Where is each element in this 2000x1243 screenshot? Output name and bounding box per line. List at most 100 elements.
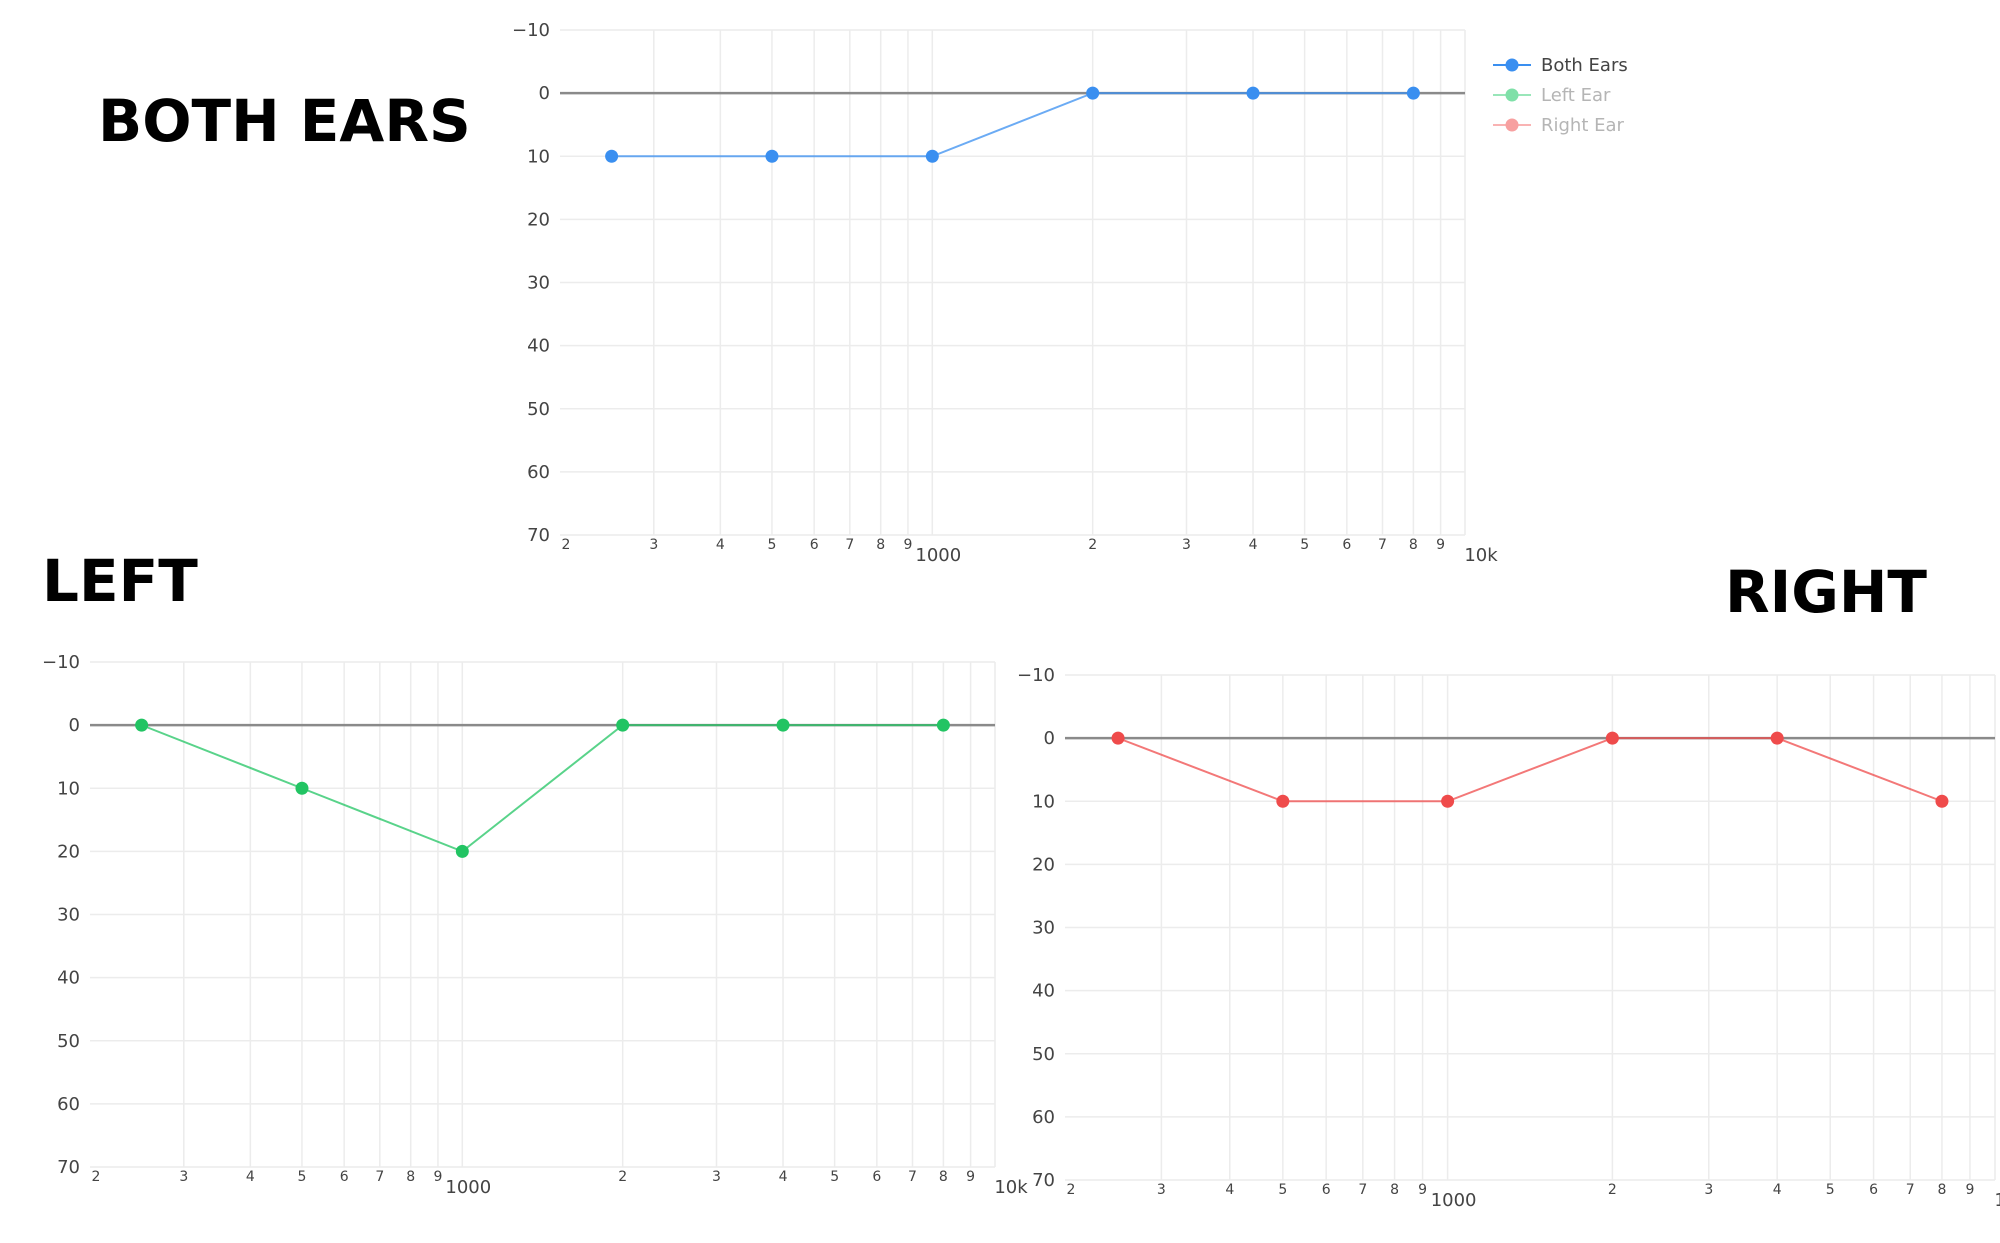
x-tick-label: 3 <box>649 537 658 553</box>
legend-label: Both Ears <box>1541 55 1628 76</box>
x-tick-label: 9 <box>433 1169 442 1185</box>
y-tick-label: 70 <box>1032 1170 1055 1191</box>
x-tick-label: 1000 <box>915 545 961 566</box>
y-tick-label: 10 <box>57 778 80 799</box>
x-tick-label: 5 <box>1278 1182 1287 1198</box>
x-tick-label: 6 <box>872 1169 881 1185</box>
data-point <box>1086 86 1100 100</box>
x-tick-label: 7 <box>1906 1182 1915 1198</box>
y-tick-label: −10 <box>1017 665 1055 686</box>
x-tick-label: 8 <box>876 537 885 553</box>
x-tick-label: 9 <box>966 1169 975 1185</box>
x-tick-label: 2 <box>1067 1182 1076 1198</box>
y-tick-label: 30 <box>57 905 80 926</box>
y-tick-label: 70 <box>57 1157 80 1178</box>
y-tick-label: 10 <box>1032 791 1055 812</box>
x-tick-label: 6 <box>810 537 819 553</box>
x-tick-label: 2 <box>618 1169 627 1185</box>
data-point <box>605 149 619 163</box>
x-tick-label: 7 <box>375 1169 384 1185</box>
x-tick-label: 8 <box>406 1169 415 1185</box>
x-tick-label: 8 <box>1409 537 1418 553</box>
y-tick-label: 60 <box>57 1094 80 1115</box>
data-point <box>776 718 790 732</box>
data-point <box>925 149 939 163</box>
y-tick-label: 40 <box>57 968 80 989</box>
data-point <box>1246 86 1260 100</box>
series-line <box>1117 737 1943 803</box>
series-line <box>611 92 1414 158</box>
data-point <box>765 149 779 163</box>
y-tick-label: 40 <box>527 336 550 357</box>
legend-marker <box>1505 118 1519 132</box>
x-tick-label: 6 <box>1869 1182 1878 1198</box>
x-tick-label: 5 <box>830 1169 839 1185</box>
y-tick-label: −10 <box>512 20 550 41</box>
x-tick-label: 3 <box>1182 537 1191 553</box>
x-tick-label: 7 <box>1358 1182 1367 1198</box>
heading-left: LEFT <box>42 547 198 615</box>
x-tick-label: 10k <box>994 1177 1028 1198</box>
data-point <box>1935 794 1949 808</box>
y-tick-label: 0 <box>539 83 550 104</box>
x-tick-label: 2 <box>1088 537 1097 553</box>
x-tick-label: 6 <box>1342 537 1351 553</box>
x-tick-label: 1000 <box>445 1177 491 1198</box>
x-tick-label: 3 <box>179 1169 188 1185</box>
y-tick-label: 0 <box>69 715 80 736</box>
x-tick-label: 4 <box>1225 1182 1234 1198</box>
x-tick-label: 5 <box>1826 1182 1835 1198</box>
data-point <box>1406 86 1420 100</box>
legend-marker <box>1505 58 1519 72</box>
y-tick-label: 10 <box>527 146 550 167</box>
data-point <box>936 718 950 732</box>
x-tick-label: 9 <box>1436 537 1445 553</box>
x-tick-label: 2 <box>562 537 571 553</box>
y-tick-label: 60 <box>1032 1107 1055 1128</box>
legend-marker <box>1505 88 1519 102</box>
x-tick-label: 8 <box>1937 1182 1946 1198</box>
data-point <box>1276 794 1290 808</box>
y-tick-label: 50 <box>57 1031 80 1052</box>
series-line <box>141 724 944 853</box>
x-tick-label: 4 <box>716 537 725 553</box>
x-tick-label: 9 <box>1965 1182 1974 1198</box>
x-tick-label: 10k <box>1994 1190 2000 1211</box>
heading-right: RIGHT <box>1725 558 1927 626</box>
data-point <box>1770 731 1784 745</box>
x-tick-label: 7 <box>908 1169 917 1185</box>
x-tick-label: 6 <box>340 1169 349 1185</box>
data-point <box>616 718 630 732</box>
right-ear-chart: −100102030405060702345678910002345678910… <box>1017 665 2000 1211</box>
x-tick-label: 2 <box>1608 1182 1617 1198</box>
y-tick-label: 40 <box>1032 981 1055 1002</box>
y-tick-label: 30 <box>527 273 550 294</box>
x-tick-label: 4 <box>1249 537 1258 553</box>
x-tick-label: 8 <box>939 1169 948 1185</box>
y-tick-label: 50 <box>527 399 550 420</box>
legend-label: Right Ear <box>1541 115 1625 136</box>
x-tick-label: 9 <box>1418 1182 1427 1198</box>
data-point <box>455 844 469 858</box>
x-tick-label: 4 <box>246 1169 255 1185</box>
x-tick-label: 3 <box>712 1169 721 1185</box>
data-point <box>135 718 149 732</box>
y-tick-label: 20 <box>527 209 550 230</box>
x-tick-label: 4 <box>779 1169 788 1185</box>
x-tick-label: 5 <box>1300 537 1309 553</box>
y-tick-label: 20 <box>1032 854 1055 875</box>
x-tick-label: 5 <box>768 537 777 553</box>
y-tick-label: 50 <box>1032 1044 1055 1065</box>
y-tick-label: 60 <box>527 462 550 483</box>
data-point <box>1605 731 1619 745</box>
x-tick-label: 1000 <box>1431 1190 1477 1211</box>
x-tick-label: 10k <box>1464 545 1498 566</box>
y-tick-label: 0 <box>1044 728 1055 749</box>
x-tick-label: 7 <box>1378 537 1387 553</box>
x-tick-label: 6 <box>1322 1182 1331 1198</box>
data-point <box>295 781 309 795</box>
x-tick-label: 7 <box>845 537 854 553</box>
data-point <box>1441 794 1455 808</box>
